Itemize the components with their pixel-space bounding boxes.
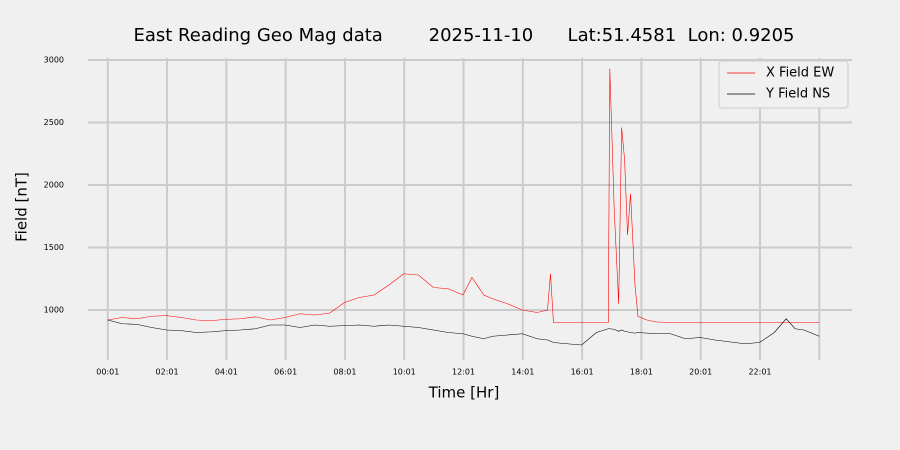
x-tick-label: 04:01 xyxy=(215,368,238,377)
lines xyxy=(107,68,820,346)
chart-title: East Reading Geo Mag data 2025-11-10 Lat… xyxy=(133,25,794,46)
series-line xyxy=(107,68,820,323)
x-tick-label: 22:01 xyxy=(748,368,771,377)
y-tick-label: 1000 xyxy=(44,306,64,315)
x-tick-label: 16:01 xyxy=(571,368,594,377)
x-tick-label: 06:01 xyxy=(274,368,297,377)
x-tick-label: 10:01 xyxy=(393,368,416,377)
y-tick-label: 2000 xyxy=(44,181,64,190)
y-tick-label: 2500 xyxy=(44,118,64,127)
x-axis-label: Time [Hr] xyxy=(428,384,500,402)
series-line xyxy=(107,318,820,346)
x-tick-label: 14:01 xyxy=(511,368,534,377)
legend-label: X Field EW xyxy=(766,66,834,81)
legend: X Field EW Y Field NS xyxy=(718,60,849,109)
x-tick-label: 08:01 xyxy=(333,368,356,377)
x-tick-label: 00:01 xyxy=(96,368,119,377)
legend-label: Y Field NS xyxy=(765,87,830,102)
x-tick-label: 12:01 xyxy=(452,368,475,377)
y-tick-label: 3000 xyxy=(44,56,64,65)
x-tick-label: 02:01 xyxy=(156,368,179,377)
y-axis-label: Field [nT] xyxy=(13,172,31,242)
x-tick-label: 18:01 xyxy=(630,368,653,377)
y-tick-label: 1500 xyxy=(44,243,64,252)
x-tick-label: 20:01 xyxy=(689,368,712,377)
